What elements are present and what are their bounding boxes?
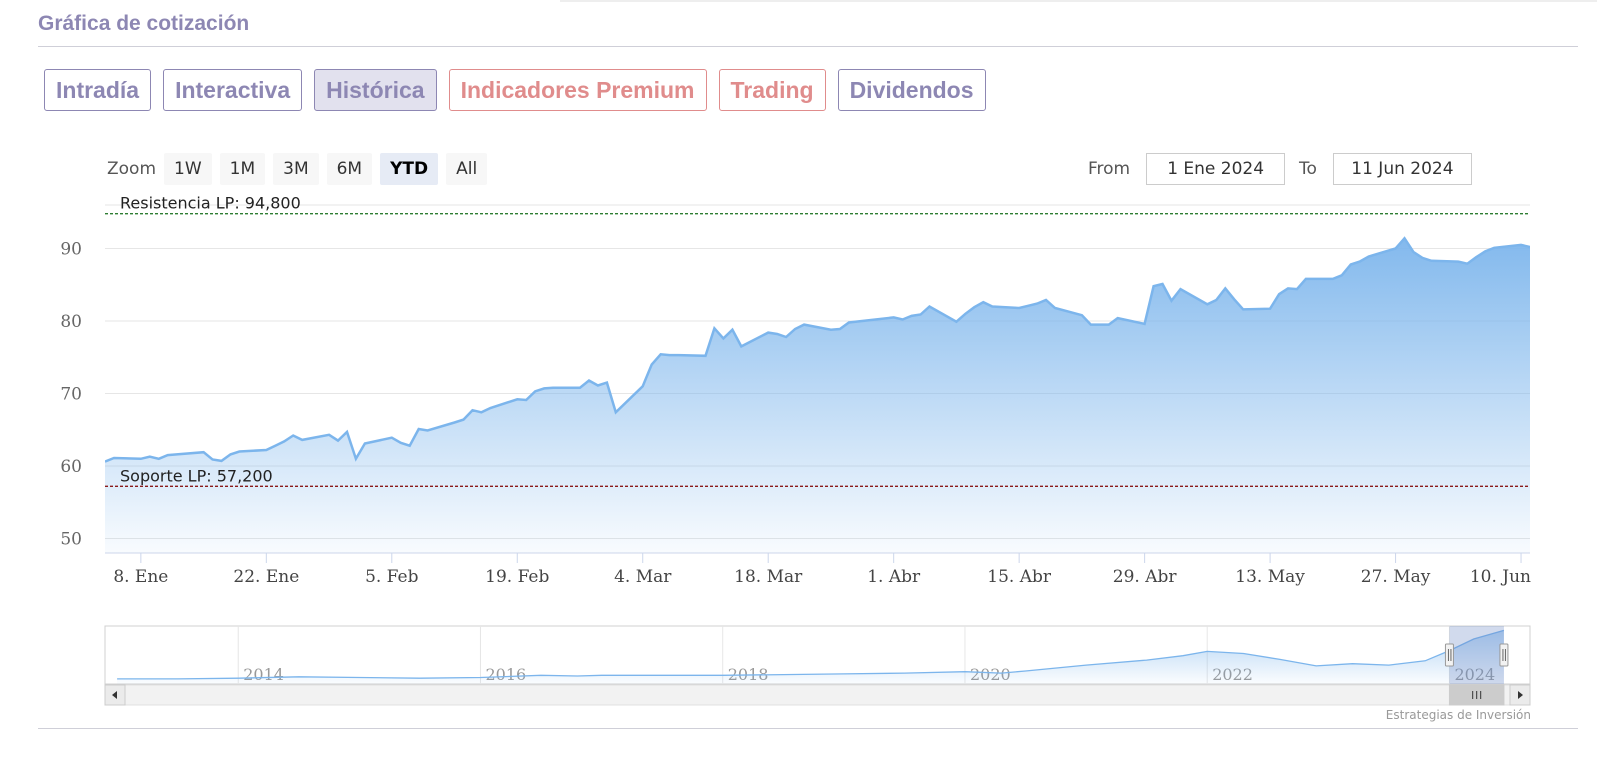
x-tick-label: 10. Jun	[1470, 567, 1531, 587]
zoom-all-button[interactable]: All	[446, 153, 488, 185]
zoom-label: Zoom	[107, 159, 157, 179]
x-tick-label: 15. Abr	[987, 567, 1052, 587]
range-to: To 11 Jun 2024	[1299, 153, 1472, 185]
x-tick-label: 19. Feb	[485, 567, 549, 587]
tab-dividendos[interactable]: Dividendos	[837, 69, 986, 111]
tab-trading[interactable]: Trading	[718, 69, 826, 111]
range-from: From 1 Ene 2024	[1088, 153, 1286, 185]
navigator-selection	[1449, 626, 1504, 684]
arrow-right-icon	[1518, 691, 1523, 699]
navigator-area	[117, 630, 1504, 684]
price-line	[105, 236, 1530, 463]
tab-label: Trading	[730, 76, 814, 103]
y-tick-label: 60	[60, 457, 82, 477]
top-rule	[560, 0, 1597, 2]
bottom-divider	[38, 728, 1578, 729]
chart-tabs: Intradía Interactiva Histórica Indicador…	[44, 69, 986, 111]
x-tick-label: 1. Abr	[867, 567, 921, 587]
x-tick-label: 27. May	[1361, 567, 1431, 587]
tab-interactiva[interactable]: Interactiva	[163, 69, 303, 111]
x-tick-label: 22. Ene	[233, 567, 299, 587]
from-date-input[interactable]: 1 Ene 2024	[1146, 153, 1286, 185]
price-area	[105, 238, 1530, 553]
tab-label: Histórica	[326, 76, 425, 103]
zoom-6m-button[interactable]: 6M	[326, 153, 373, 185]
tab-historica[interactable]: Histórica	[314, 69, 437, 111]
section-title: Gráfica de cotización	[38, 12, 250, 35]
resistance-label: Resistencia LP: 94,800	[120, 194, 301, 213]
to-date-input[interactable]: 11 Jun 2024	[1332, 153, 1472, 185]
support-label: Soporte LP: 57,200	[120, 466, 273, 485]
tab-label: Indicadores Premium	[460, 76, 695, 103]
y-tick-label: 80	[60, 312, 82, 332]
navigator-handle-right[interactable]	[1499, 643, 1509, 667]
zoom-1m-button[interactable]: 1M	[219, 153, 266, 185]
tab-intradia[interactable]: Intradía	[44, 69, 152, 111]
from-label: From	[1088, 159, 1131, 179]
to-label: To	[1299, 159, 1317, 179]
tab-label: Dividendos	[849, 76, 974, 103]
zoom-selector: Zoom 1W 1M 3M 6M YTD All	[107, 153, 495, 185]
zoom-ytd-button[interactable]: YTD	[380, 153, 439, 185]
x-tick-label: 8. Ene	[113, 567, 168, 587]
y-tick-label: 50	[60, 530, 82, 550]
zoom-1w-button[interactable]: 1W	[164, 153, 212, 185]
scrollbar-track	[104, 684, 1531, 706]
tab-label: Intradía	[56, 76, 140, 103]
x-tick-label: 18. Mar	[734, 567, 803, 587]
navigator-handle-left[interactable]	[1444, 643, 1454, 667]
x-tick-label: 13. May	[1235, 567, 1305, 587]
y-tick-label: 90	[60, 240, 82, 260]
navigator-line	[117, 629, 1505, 680]
chart-credit: Estrategias de Inversión	[1385, 708, 1531, 722]
tab-indicadores-premium[interactable]: Indicadores Premium	[448, 69, 707, 111]
arrow-left-icon	[112, 691, 117, 699]
x-tick-label: 5. Feb	[365, 567, 419, 587]
title-divider	[38, 46, 1578, 47]
x-tick-label: 4. Mar	[614, 567, 672, 587]
x-tick-label: 29. Abr	[1113, 567, 1178, 587]
tab-label: Interactiva	[175, 76, 291, 103]
y-tick-label: 70	[60, 385, 82, 405]
zoom-3m-button[interactable]: 3M	[273, 153, 319, 185]
